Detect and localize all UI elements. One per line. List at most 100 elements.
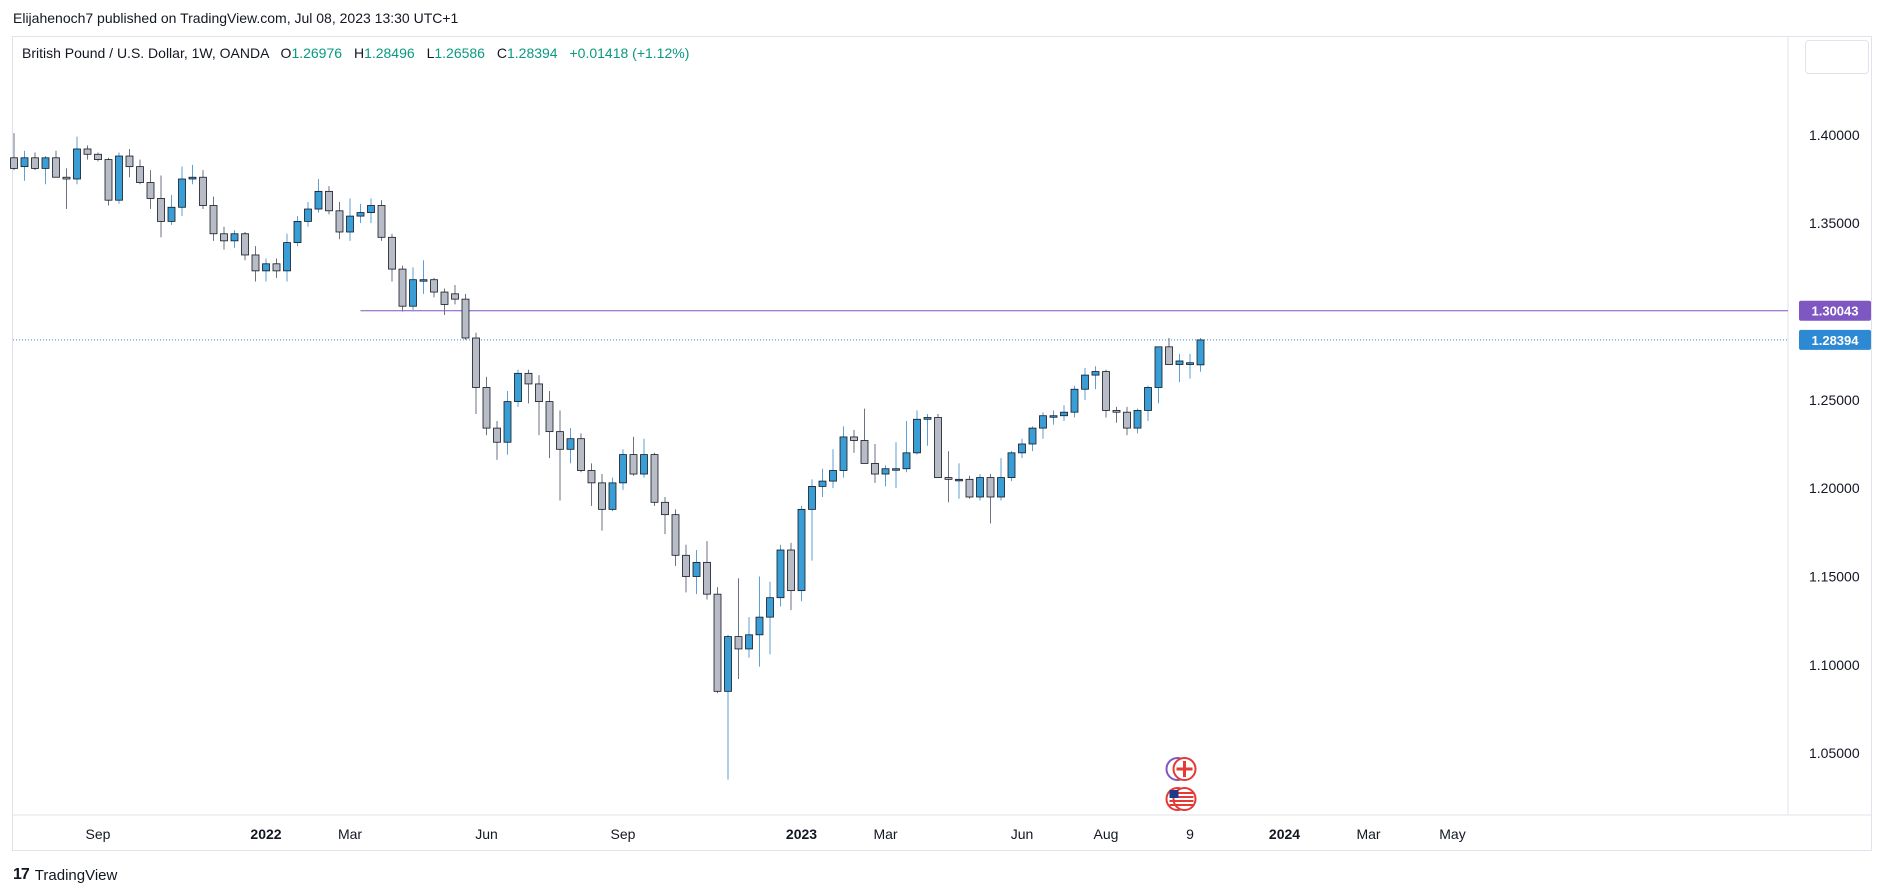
- candle-body: [388, 236, 396, 270]
- candle-body: [797, 508, 806, 592]
- candle-body: [482, 387, 491, 429]
- candle-body: [493, 427, 501, 443]
- y-tick-label: 1.40000: [1809, 127, 1860, 143]
- candle-body: [1060, 411, 1068, 417]
- x-tick-label: Mar: [873, 826, 897, 842]
- candle-body: [724, 636, 732, 692]
- close-value: 1.28394: [506, 45, 558, 61]
- candle-body: [776, 549, 785, 599]
- candle-body: [1102, 371, 1110, 411]
- us-event-flag-icon: [1165, 787, 1197, 811]
- candle-body: [83, 148, 92, 155]
- candle-body: [766, 597, 774, 618]
- candle-body: [335, 210, 344, 233]
- candle-body: [892, 468, 900, 471]
- x-tick-label: 2022: [250, 826, 281, 842]
- top-bar: Elijahenoch7 published on TradingView.co…: [0, 0, 1885, 36]
- candle-body: [881, 468, 890, 475]
- level-price-tag: [1799, 300, 1871, 321]
- x-tick-label: 2024: [1269, 826, 1300, 842]
- candle-body: [262, 263, 270, 272]
- candle-body: [818, 480, 827, 487]
- candle-body: [1091, 371, 1100, 376]
- candle-body: [850, 436, 858, 441]
- candle-body: [629, 454, 638, 475]
- candle-body: [146, 182, 155, 199]
- x-tick-label: May: [1439, 826, 1465, 842]
- candle-body: [934, 417, 942, 478]
- x-tick-label: Jun: [1011, 826, 1034, 842]
- candle-body: [409, 279, 417, 307]
- candle-body: [209, 205, 218, 235]
- change-value: +0.01418 (+1.12%): [569, 45, 690, 61]
- x-tick-label: Aug: [1094, 826, 1119, 842]
- published-by-text: Elijahenoch7 published on TradingView.co…: [13, 10, 459, 26]
- candle-body: [808, 485, 816, 510]
- candle-body: [41, 157, 50, 169]
- candle-body: [566, 438, 575, 450]
- candle-body: [1123, 411, 1131, 429]
- candle-body: [755, 616, 764, 636]
- candle-body: [10, 157, 18, 169]
- y-tick-label: 1.35000: [1809, 215, 1860, 231]
- tradingview-brand-text: TradingView: [34, 866, 118, 884]
- candle-body: [220, 233, 228, 242]
- x-tick-label: 2023: [786, 826, 817, 842]
- x-tick-label: Mar: [338, 826, 362, 842]
- candle-body: [913, 418, 921, 454]
- close-label: C: [496, 45, 507, 61]
- candle-body: [745, 634, 753, 650]
- candle-body: [1175, 360, 1184, 365]
- candle-body: [1165, 346, 1173, 365]
- chart-settings-box[interactable]: [1805, 40, 1869, 74]
- candle-body: [902, 452, 911, 470]
- candle-body: [976, 477, 984, 498]
- candle-body: [734, 636, 743, 650]
- candle-body: [598, 482, 606, 510]
- candle-body: [188, 176, 197, 180]
- candle-body: [787, 549, 795, 592]
- level-price-label: 1.30043: [1812, 304, 1859, 319]
- candle-body: [524, 372, 533, 385]
- symbol-title[interactable]: British Pound / U.S. Dollar, 1W, OANDA: [22, 45, 269, 61]
- candle-body: [472, 337, 480, 388]
- candle-body: [997, 477, 1005, 498]
- x-tick-label: Jun: [475, 826, 498, 842]
- x-tick-label: Sep: [611, 826, 636, 842]
- candle-body: [1154, 346, 1163, 388]
- chart-frame[interactable]: [12, 36, 1872, 851]
- candle-body: [125, 155, 134, 168]
- candle-body: [398, 268, 407, 307]
- candle-body: [230, 233, 239, 242]
- candle-body: [650, 454, 659, 503]
- candle-body: [923, 417, 932, 420]
- candle-body: [283, 242, 291, 272]
- tradingview-logo-icon: 17: [13, 866, 30, 883]
- candle-body: [1186, 362, 1194, 365]
- candle-body: [241, 233, 249, 256]
- candle-body: [1028, 427, 1037, 445]
- candle-body: [293, 220, 302, 243]
- last-price-label: 1.28394: [1812, 333, 1860, 348]
- candle-body: [839, 436, 848, 471]
- uk-event-flag-icon: [1165, 757, 1197, 781]
- candle-body: [346, 215, 354, 233]
- open-label: O: [280, 45, 292, 61]
- candle-body: [440, 291, 449, 305]
- candle-body: [682, 554, 690, 577]
- candle-body: [251, 254, 260, 272]
- candle-body: [1081, 374, 1089, 390]
- candle-body: [587, 470, 596, 484]
- candle-body: [1039, 415, 1047, 429]
- symbol-legend: British Pound / U.S. Dollar, 1W, OANDA O…: [22, 45, 689, 61]
- candle-body: [871, 463, 879, 475]
- footer-brand: 17 TradingView: [13, 863, 117, 887]
- candle-body: [430, 279, 438, 293]
- candle-body: [314, 190, 323, 210]
- candle-body: [556, 431, 564, 450]
- candle-body: [304, 208, 312, 222]
- y-tick-label: 1.25000: [1809, 392, 1860, 408]
- candle-body: [661, 501, 669, 516]
- candle-body: [31, 157, 39, 169]
